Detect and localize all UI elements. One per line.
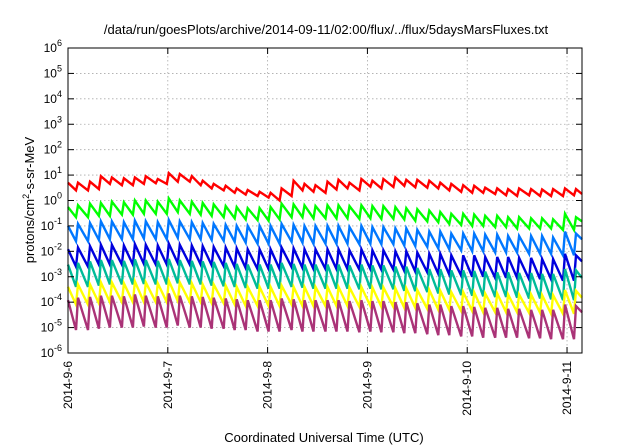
y-tick-label: 10-2 [41, 241, 62, 258]
x-tick-label: 2014-9-10 [460, 361, 474, 416]
x-tick-label: 2014-9-11 [560, 361, 574, 415]
y-axis-label-sup: 2 [21, 194, 31, 199]
x-tick-label: 2014-9-9 [360, 361, 374, 409]
svg-text:protons/cm2-s-sr-MeV: protons/cm2-s-sr-MeV [21, 136, 37, 263]
y-tick-label: 102 [44, 140, 62, 157]
series-layer [66, 170, 583, 340]
y-tick-label: 10-3 [41, 267, 62, 284]
chart-title: /data/run/goesPlots/archive/2014-09-11/0… [104, 22, 549, 37]
y-axis-label-post: -s-sr-MeV [22, 136, 37, 193]
series-line-3 [66, 215, 583, 260]
y-tick-label: 106 [44, 38, 62, 55]
y-tick-label: 100 [44, 191, 62, 208]
y-tick-label: 10-1 [41, 216, 62, 233]
y-tick-label: 101 [44, 165, 62, 182]
series-line-2 [67, 195, 583, 234]
y-tick-label: 10-6 [41, 343, 62, 360]
y-axis-label-pre: protons/cm [22, 199, 37, 263]
series-line-6 [66, 275, 583, 319]
y-axis-label: protons/cm2-s-sr-MeV [21, 136, 37, 263]
series-line-4 [66, 239, 583, 284]
y-tick-label: 10-4 [41, 292, 62, 309]
y-tick-label: 10-5 [41, 318, 62, 335]
x-axis-label: Coordinated Universal Time (UTC) [224, 430, 423, 445]
y-tick-label: 105 [44, 63, 62, 80]
x-tick-label: 2014-9-6 [61, 361, 75, 409]
series-line-1 [67, 170, 583, 203]
series-line-5 [66, 258, 583, 301]
tick-layer: 10-6 10-5 10-4 10-3 10-2 10-1 100 101 102 103 104 1… [41, 38, 582, 416]
x-tick-label: 2014-9-8 [261, 361, 275, 409]
series-line-7 [66, 293, 583, 340]
y-tick-label: 104 [44, 89, 62, 106]
x-tick-label: 2014-9-7 [161, 361, 175, 409]
y-tick-label: 103 [44, 114, 62, 131]
